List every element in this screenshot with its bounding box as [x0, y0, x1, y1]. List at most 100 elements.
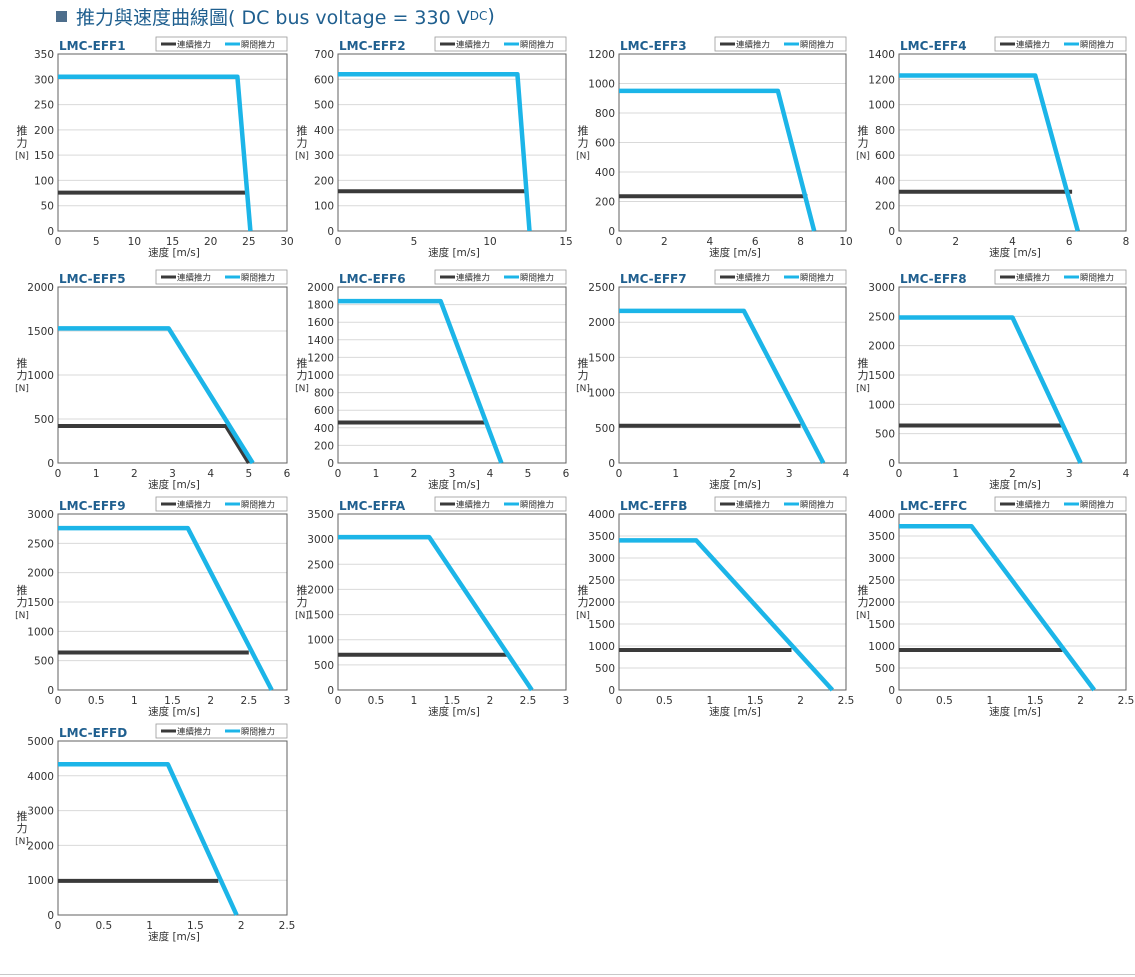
chart-title: LMC-EFFC [900, 499, 967, 513]
y-tick-label: 700 [314, 49, 334, 61]
legend-continuous-label: 連續推力 [1016, 273, 1050, 284]
y-tick-label: 0 [327, 458, 334, 470]
y-axis-label-line1: 推 [17, 583, 28, 597]
y-tick-label: 1500 [588, 352, 615, 364]
plot-frame [57, 286, 288, 464]
y-tick-label: 0 [327, 226, 334, 238]
y-tick-label: 0 [608, 458, 615, 470]
y-axis-label-unit: [N] [15, 611, 29, 621]
x-tick-label: 3 [169, 468, 176, 480]
x-tick-label: 0 [616, 695, 623, 707]
legend-box [434, 269, 567, 285]
x-tick-label: 0.5 [88, 695, 105, 707]
x-tick-label: 0 [896, 236, 903, 248]
y-tick-label: 3500 [588, 531, 615, 543]
y-tick-label: 2000 [588, 317, 615, 329]
y-tick-label: 2000 [588, 597, 615, 609]
plot-frame [337, 53, 567, 232]
y-tick-label: 1000 [307, 635, 334, 647]
y-tick-label: 2000 [307, 584, 334, 596]
y-axis-label-unit: [N] [576, 611, 590, 621]
y-tick-label: 2500 [307, 559, 334, 571]
legend-continuous-label: 連續推力 [456, 273, 490, 284]
y-tick-label: 3000 [868, 282, 895, 294]
y-tick-label: 3500 [868, 531, 895, 543]
y-axis-label-line2: 力 [297, 596, 308, 609]
y-tick-label: 2500 [868, 575, 895, 587]
x-tick-label: 3 [786, 468, 793, 480]
peak-thrust-line [338, 298, 504, 464]
y-tick-label: 800 [595, 108, 615, 120]
y-tick-label: 0 [888, 685, 895, 697]
chart-lmc-eff4: 0 200 400 600 800 1000 1200 1400 0 2 4 6 8 推力 [N] 速度 [m… [856, 36, 1129, 259]
chart-lmc-eff1: 0 50 100 150 200 250 300 350 0 5 10 15 20 25 30 推力 [N] 速度… [15, 36, 294, 259]
x-tick-label: 2 [207, 695, 214, 707]
y-tick-label: 1500 [868, 370, 895, 382]
legend-peak-label: 瞬間推力 [1080, 273, 1114, 284]
y-tick-label: 1800 [307, 300, 334, 312]
y-axis-label-line1: 推 [297, 124, 308, 138]
y-tick-label: 800 [875, 125, 895, 137]
plot-frame [618, 286, 847, 464]
y-tick-label: 2500 [27, 538, 54, 550]
legend-peak-label: 瞬間推力 [241, 500, 275, 511]
y-axis-label-unit: [N] [856, 152, 870, 162]
x-tick-label: 4 [706, 236, 713, 248]
page-title-main: 推力與速度曲線圖( DC bus voltage = 330 V [76, 6, 470, 29]
x-tick-label: 0 [335, 468, 342, 480]
chart-title: LMC-EFF7 [620, 272, 687, 286]
plot-frame [57, 740, 288, 916]
chart-title: LMC-EFF3 [620, 39, 687, 53]
x-tick-label: 2 [661, 236, 668, 248]
y-axis-label-unit: [N] [15, 152, 29, 162]
x-tick-label: 0.5 [95, 920, 112, 932]
legend-continuous-label: 連續推力 [456, 500, 490, 511]
plot-frame [898, 53, 1127, 232]
legend-box [434, 36, 567, 52]
x-tick-label: 30 [280, 236, 293, 248]
peak-thrust-line [619, 538, 835, 692]
x-tick-label: 1.5 [1027, 695, 1044, 707]
x-axis-label: 速度 [m/s] [989, 705, 1041, 718]
y-axis-label-line2: 力 [578, 137, 589, 150]
legend-box [155, 496, 288, 512]
legend-box [994, 496, 1127, 512]
x-tick-label: 0 [55, 695, 62, 707]
chart-title: LMC-EFF4 [900, 39, 967, 53]
y-tick-label: 500 [34, 656, 54, 668]
peak-thrust-line [58, 762, 239, 916]
peak-thrust-line [899, 73, 1080, 232]
y-tick-label: 0 [47, 458, 54, 470]
x-axis-label: 速度 [m/s] [428, 705, 480, 718]
x-tick-label: 1 [411, 695, 418, 707]
legend-peak-label: 瞬間推力 [241, 273, 275, 284]
x-tick-label: 1 [373, 468, 380, 480]
legend-peak-label: 瞬間推力 [800, 273, 834, 284]
x-tick-label: 6 [563, 468, 570, 480]
legend-box [155, 36, 288, 52]
y-tick-label: 600 [875, 150, 895, 162]
y-axis-label-line1: 推 [858, 124, 869, 138]
chart-lmc-effa: 0 500 1000 1500 2000 2500 3000 3500 0 0.5 1 1.5 2 2.5… [295, 496, 569, 718]
x-tick-label: 10 [483, 236, 496, 248]
legend-box [155, 723, 288, 739]
y-axis-label-line2: 力 [578, 596, 589, 609]
x-tick-label: 2 [797, 695, 804, 707]
x-tick-label: 1.5 [747, 695, 764, 707]
chart-lmc-eff7: 0 500 1000 1500 2000 2500 0 1 2 3 4 推力 [N] 速度 [m/s] LM… [576, 269, 850, 491]
x-tick-label: 3 [284, 695, 291, 707]
chart-title: LMC-EFFA [339, 499, 406, 513]
legend-peak-label: 瞬間推力 [800, 40, 834, 51]
x-tick-label: 10 [128, 236, 141, 248]
x-tick-label: 3 [1066, 468, 1073, 480]
x-tick-label: 20 [204, 236, 217, 248]
chart-title: LMC-EFFD [59, 726, 127, 740]
x-tick-label: 2 [1077, 695, 1084, 707]
y-tick-label: 0 [327, 685, 334, 697]
chart-lmc-eff5: 0 500 1000 1500 2000 0 1 2 3 4 5 6 推力 [N] 速度 [m/s] LMC-… [15, 269, 291, 491]
peak-thrust-line [619, 308, 826, 465]
chart-lmc-effb: 0 500 1000 1500 2000 2500 3000 3500 4000 0 0.5 1 1.5… [576, 496, 854, 718]
y-tick-label: 1000 [868, 100, 895, 112]
x-tick-label: 6 [284, 468, 291, 480]
y-tick-label: 350 [34, 49, 54, 61]
